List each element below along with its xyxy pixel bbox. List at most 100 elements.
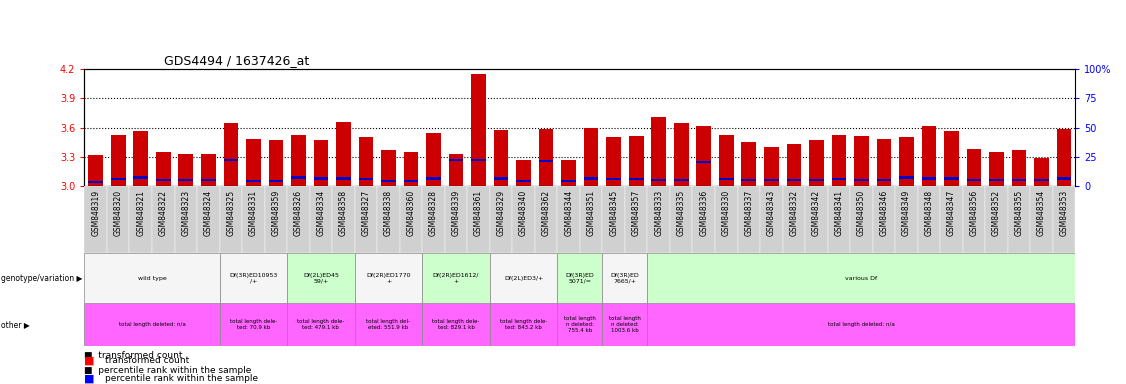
Bar	[918, 186, 940, 253]
Bar	[178, 179, 194, 182]
Bar	[202, 154, 216, 186]
Bar	[382, 180, 396, 182]
Bar	[220, 186, 242, 253]
Bar	[220, 253, 287, 303]
Text: GSM848328: GSM848328	[429, 190, 438, 236]
Bar	[422, 186, 445, 253]
Bar	[313, 177, 329, 179]
Bar	[427, 132, 441, 186]
Bar	[539, 160, 554, 162]
Text: GSM848354: GSM848354	[1037, 190, 1046, 236]
Bar	[359, 178, 374, 180]
Bar	[652, 117, 667, 186]
Bar	[940, 186, 963, 253]
Bar	[625, 186, 647, 253]
Bar	[291, 136, 306, 186]
Bar	[877, 139, 892, 186]
Text: GSM848326: GSM848326	[294, 190, 303, 236]
Bar	[404, 152, 419, 186]
Bar	[673, 179, 689, 182]
Bar	[647, 253, 1075, 303]
Text: GSM848339: GSM848339	[452, 190, 461, 236]
Bar	[111, 136, 126, 186]
Text: Df(3R)ED10953
/+: Df(3R)ED10953 /+	[230, 273, 277, 284]
Text: GSM848357: GSM848357	[632, 190, 641, 236]
Text: GSM848350: GSM848350	[857, 190, 866, 236]
Bar	[557, 303, 602, 346]
Bar	[584, 128, 599, 186]
Bar	[602, 303, 647, 346]
Bar	[337, 177, 351, 179]
Bar	[720, 178, 734, 180]
Bar	[134, 131, 149, 186]
Bar	[562, 160, 575, 186]
Text: GSM848342: GSM848342	[812, 190, 821, 236]
Text: GSM848346: GSM848346	[879, 190, 888, 236]
Bar	[808, 179, 824, 182]
Bar	[517, 160, 531, 186]
Text: GSM848345: GSM848345	[609, 190, 618, 236]
Bar	[245, 180, 261, 182]
Bar	[517, 180, 531, 182]
Text: GSM848343: GSM848343	[767, 190, 776, 236]
Bar	[760, 186, 783, 253]
Bar	[895, 186, 918, 253]
Bar	[287, 186, 310, 253]
Text: total length
n deleted:
755.4 kb: total length n deleted: 755.4 kb	[564, 316, 596, 333]
Bar	[268, 141, 284, 186]
Bar	[629, 178, 644, 180]
Bar	[783, 186, 805, 253]
Bar	[828, 186, 850, 253]
Text: total length deleted: n/a: total length deleted: n/a	[118, 322, 186, 327]
Bar	[310, 186, 332, 253]
Bar	[854, 136, 868, 186]
Bar	[427, 177, 441, 179]
Bar	[606, 178, 622, 180]
Bar	[673, 123, 689, 186]
Text: GSM848359: GSM848359	[271, 190, 280, 236]
Bar	[155, 179, 171, 182]
Bar	[111, 178, 126, 180]
Bar	[606, 137, 622, 186]
Bar	[741, 179, 757, 182]
Bar	[1056, 129, 1071, 186]
Bar	[535, 186, 557, 253]
Bar	[1011, 150, 1027, 186]
Text: GSM848341: GSM848341	[834, 190, 843, 236]
Bar	[220, 303, 287, 346]
Bar	[877, 179, 892, 182]
Bar	[152, 186, 175, 253]
Bar	[670, 186, 692, 253]
Bar	[602, 253, 647, 303]
Bar	[512, 186, 535, 253]
Bar	[355, 253, 422, 303]
Bar	[808, 141, 824, 186]
Bar	[467, 186, 490, 253]
Text: GSM848340: GSM848340	[519, 190, 528, 236]
Text: ■  transformed count: ■ transformed count	[84, 351, 182, 360]
Text: Df(2R)ED1612/
+: Df(2R)ED1612/ +	[432, 273, 480, 284]
Bar	[355, 186, 377, 253]
Bar	[1008, 186, 1030, 253]
Text: Df(2R)ED1770
+: Df(2R)ED1770 +	[366, 273, 411, 284]
Bar	[763, 179, 778, 182]
Bar	[202, 179, 216, 182]
Bar	[134, 176, 149, 179]
Bar	[985, 186, 1008, 253]
Text: various Df: various Df	[846, 276, 877, 281]
Bar	[966, 149, 981, 186]
Text: wild type: wild type	[137, 276, 167, 281]
Text: transformed count: transformed count	[105, 356, 189, 366]
Text: GSM848333: GSM848333	[654, 190, 663, 236]
Text: GSM848361: GSM848361	[474, 190, 483, 236]
Bar	[787, 179, 802, 182]
Text: ■  percentile rank within the sample: ■ percentile rank within the sample	[84, 366, 252, 375]
Text: GSM848337: GSM848337	[744, 190, 753, 236]
Bar	[720, 136, 734, 186]
Bar	[490, 186, 512, 253]
Text: genotype/variation ▶: genotype/variation ▶	[1, 274, 82, 283]
Text: Df(3R)ED
7665/+: Df(3R)ED 7665/+	[610, 273, 640, 284]
Text: GSM848335: GSM848335	[677, 190, 686, 236]
Text: total length dele-
ted: 829.1 kb: total length dele- ted: 829.1 kb	[432, 319, 480, 330]
Text: GSM848362: GSM848362	[542, 190, 551, 236]
